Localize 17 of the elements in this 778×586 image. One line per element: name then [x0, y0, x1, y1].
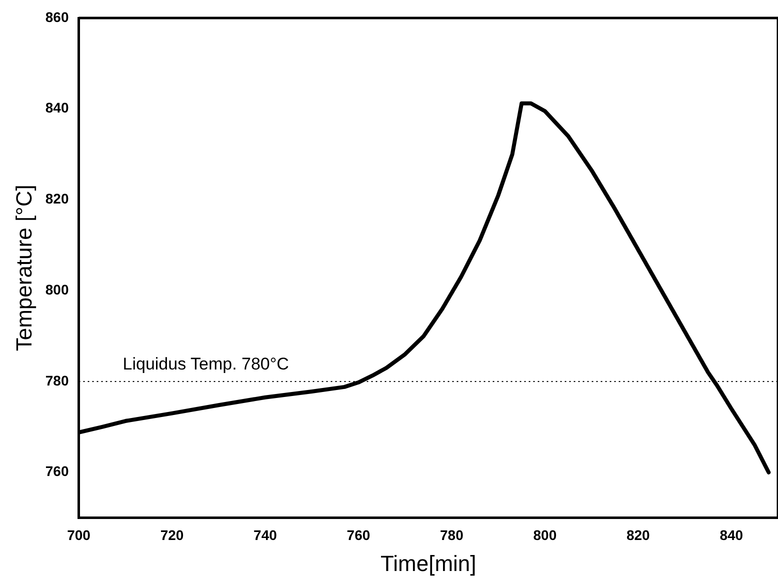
- x-tick-label: 720: [160, 527, 184, 544]
- x-tick-label: 840: [720, 527, 744, 544]
- y-tick-label: 840: [45, 100, 69, 116]
- y-tick-label: 800: [45, 281, 69, 298]
- x-tick-label: 800: [533, 527, 557, 544]
- x-tick-label: 780: [440, 527, 464, 544]
- x-tick-label: 740: [254, 527, 278, 544]
- y-axis-title: Temperature [°C]: [11, 184, 36, 352]
- x-tick-label: 820: [626, 527, 650, 544]
- y-tick-label: 760: [45, 463, 69, 480]
- ref-line-label: Liquidus Temp. 780°C: [122, 354, 289, 374]
- y-tick-label: 820: [45, 190, 69, 207]
- x-tick-label: 760: [346, 527, 370, 544]
- x-tick-label: 700: [67, 527, 91, 544]
- y-tick-label: 780: [45, 372, 69, 388]
- x-axis-title: Time[min]: [380, 550, 476, 576]
- y-tick-label: 860: [45, 8, 69, 25]
